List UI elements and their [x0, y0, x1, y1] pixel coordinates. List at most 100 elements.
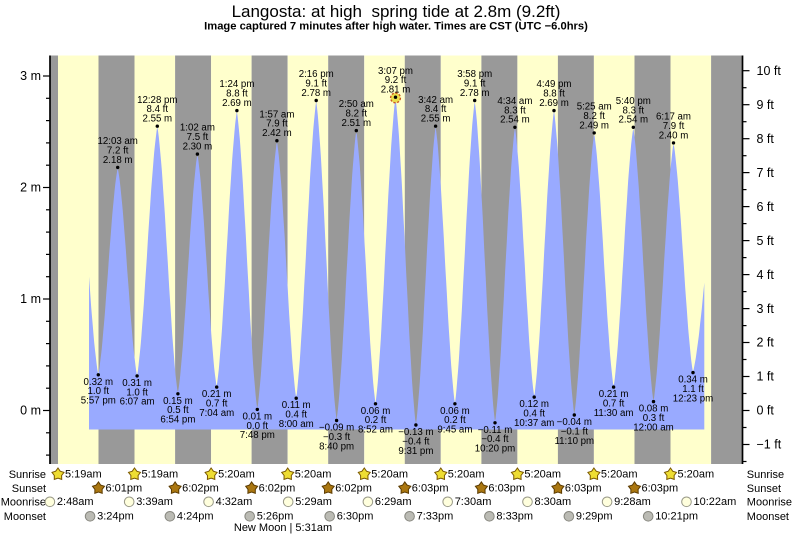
svg-text:3 ft: 3 ft: [757, 302, 775, 316]
svg-text:12:23 pm: 12:23 pm: [673, 393, 713, 404]
svg-text:5:26pm: 5:26pm: [257, 511, 294, 523]
svg-text:Sunrise: Sunrise: [747, 469, 784, 481]
svg-text:7:04 am: 7:04 am: [199, 408, 234, 419]
svg-text:6:02pm: 6:02pm: [335, 483, 372, 495]
svg-text:9.1 ft: 9.1 ft: [464, 79, 486, 90]
svg-text:5:20am: 5:20am: [524, 469, 561, 481]
svg-text:2.40 m: 2.40 m: [659, 130, 689, 141]
svg-text:6:03pm: 6:03pm: [642, 483, 679, 495]
svg-text:7:33pm: 7:33pm: [417, 511, 454, 523]
svg-text:8:30am: 8:30am: [535, 496, 572, 508]
svg-text:Sunrise: Sunrise: [9, 469, 46, 481]
svg-text:6:03pm: 6:03pm: [412, 483, 449, 495]
svg-text:1.0 ft: 1.0 ft: [126, 387, 148, 398]
svg-text:8.3 ft: 8.3 ft: [504, 105, 526, 116]
svg-text:2:16 pm: 2:16 pm: [299, 69, 334, 80]
svg-text:8.2 ft: 8.2 ft: [583, 111, 605, 122]
svg-text:6:17 am: 6:17 am: [656, 112, 691, 123]
svg-text:10:21pm: 10:21pm: [655, 511, 698, 523]
svg-text:4:34 am: 4:34 am: [497, 96, 532, 107]
svg-text:4:24pm: 4:24pm: [177, 511, 214, 523]
svg-text:8.2 ft: 8.2 ft: [346, 109, 368, 120]
svg-text:3 m: 3 m: [20, 69, 41, 83]
svg-text:0 ft: 0 ft: [757, 404, 775, 418]
svg-text:10 ft: 10 ft: [757, 64, 782, 78]
svg-text:0.4 ft: 0.4 ft: [523, 409, 545, 420]
svg-text:0.4 ft: 0.4 ft: [285, 410, 307, 421]
svg-text:2.54 m: 2.54 m: [500, 115, 530, 126]
svg-text:8:00 am: 8:00 am: [279, 419, 314, 430]
svg-text:1 ft: 1 ft: [757, 370, 775, 384]
svg-text:0.01 m: 0.01 m: [242, 411, 272, 422]
svg-text:2.69 m: 2.69 m: [222, 98, 252, 109]
svg-text:0.2 ft: 0.2 ft: [444, 415, 466, 426]
svg-text:8:33pm: 8:33pm: [496, 511, 533, 523]
svg-text:5:19am: 5:19am: [65, 469, 102, 481]
svg-text:5:20am: 5:20am: [371, 469, 408, 481]
svg-text:6:01pm: 6:01pm: [106, 483, 143, 495]
svg-text:3:39am: 3:39am: [136, 496, 173, 508]
svg-text:10:22am: 10:22am: [694, 496, 737, 508]
svg-text:5 ft: 5 ft: [757, 234, 775, 248]
svg-text:9 ft: 9 ft: [757, 98, 775, 112]
svg-text:8:52 am: 8:52 am: [358, 425, 393, 436]
svg-text:2.18 m: 2.18 m: [103, 155, 133, 166]
svg-text:2.49 m: 2.49 m: [579, 120, 609, 131]
svg-text:8.4 ft: 8.4 ft: [425, 104, 447, 115]
svg-text:2.69 m: 2.69 m: [539, 98, 569, 109]
svg-text:8 ft: 8 ft: [757, 132, 775, 146]
svg-text:9:31 pm: 9:31 pm: [398, 446, 433, 457]
svg-text:0.15 m: 0.15 m: [163, 396, 193, 407]
svg-text:Moonrise: Moonrise: [1, 497, 46, 509]
svg-text:1.1 ft: 1.1 ft: [682, 384, 704, 395]
svg-text:5:25 am: 5:25 am: [577, 102, 612, 113]
svg-text:9.1 ft: 9.1 ft: [305, 79, 327, 90]
svg-text:2.81 m: 2.81 m: [381, 85, 411, 96]
svg-text:6:54 pm: 6:54 pm: [160, 415, 195, 426]
svg-text:2.42 m: 2.42 m: [262, 128, 292, 139]
svg-text:3:24pm: 3:24pm: [97, 511, 134, 523]
svg-text:12:28 pm: 12:28 pm: [137, 95, 177, 106]
svg-text:5:20am: 5:20am: [218, 469, 255, 481]
svg-text:6 ft: 6 ft: [757, 200, 775, 214]
svg-text:7:30am: 7:30am: [455, 496, 492, 508]
svg-text:0.3 ft: 0.3 ft: [643, 413, 665, 424]
svg-text:5:40 pm: 5:40 pm: [616, 96, 651, 107]
svg-text:Moonset: Moonset: [4, 511, 46, 523]
svg-text:0.7 ft: 0.7 ft: [206, 399, 228, 410]
svg-text:11:10 pm: 11:10 pm: [554, 436, 594, 447]
svg-text:6:30pm: 6:30pm: [337, 511, 374, 523]
svg-text:−0.04 m: −0.04 m: [557, 417, 592, 428]
svg-text:−0.1 ft: −0.1 ft: [561, 426, 589, 437]
svg-text:6:29am: 6:29am: [375, 496, 412, 508]
svg-text:2.78 m: 2.78 m: [460, 88, 490, 99]
svg-text:0.21 m: 0.21 m: [202, 389, 232, 400]
svg-text:5:20am: 5:20am: [601, 469, 638, 481]
svg-text:1:02 am: 1:02 am: [180, 123, 215, 134]
svg-text:7.5 ft: 7.5 ft: [187, 132, 209, 143]
svg-text:2:50 am: 2:50 am: [339, 99, 374, 110]
svg-text:6:07 am: 6:07 am: [120, 397, 155, 408]
svg-text:Langosta: at high spring tide: Langosta: at high spring tide at 2.8m (9…: [232, 2, 561, 21]
svg-text:0.21 m: 0.21 m: [599, 389, 629, 400]
svg-text:7 ft: 7 ft: [757, 166, 775, 180]
svg-text:2.55 m: 2.55 m: [421, 114, 451, 125]
svg-text:3:42 am: 3:42 am: [418, 95, 453, 106]
svg-text:New Moon | 5:31am: New Moon | 5:31am: [234, 522, 332, 534]
svg-text:9:45 am: 9:45 am: [437, 425, 472, 436]
svg-text:4:32am: 4:32am: [216, 496, 253, 508]
svg-text:5:19am: 5:19am: [142, 469, 179, 481]
svg-text:−0.4 ft: −0.4 ft: [481, 434, 509, 445]
svg-text:−0.4 ft: −0.4 ft: [402, 436, 430, 447]
svg-text:7.9 ft: 7.9 ft: [663, 121, 685, 132]
svg-text:2 ft: 2 ft: [757, 336, 775, 350]
svg-text:0.2 ft: 0.2 ft: [365, 415, 387, 426]
svg-text:6:03pm: 6:03pm: [565, 483, 602, 495]
svg-text:0.08 m: 0.08 m: [639, 404, 669, 415]
svg-text:6:02pm: 6:02pm: [259, 483, 296, 495]
svg-text:2.30 m: 2.30 m: [183, 142, 213, 153]
svg-text:0.06 m: 0.06 m: [440, 406, 470, 417]
svg-text:8:40 pm: 8:40 pm: [319, 441, 354, 452]
svg-text:2.54 m: 2.54 m: [618, 115, 648, 126]
svg-text:10:37 am: 10:37 am: [514, 418, 554, 429]
